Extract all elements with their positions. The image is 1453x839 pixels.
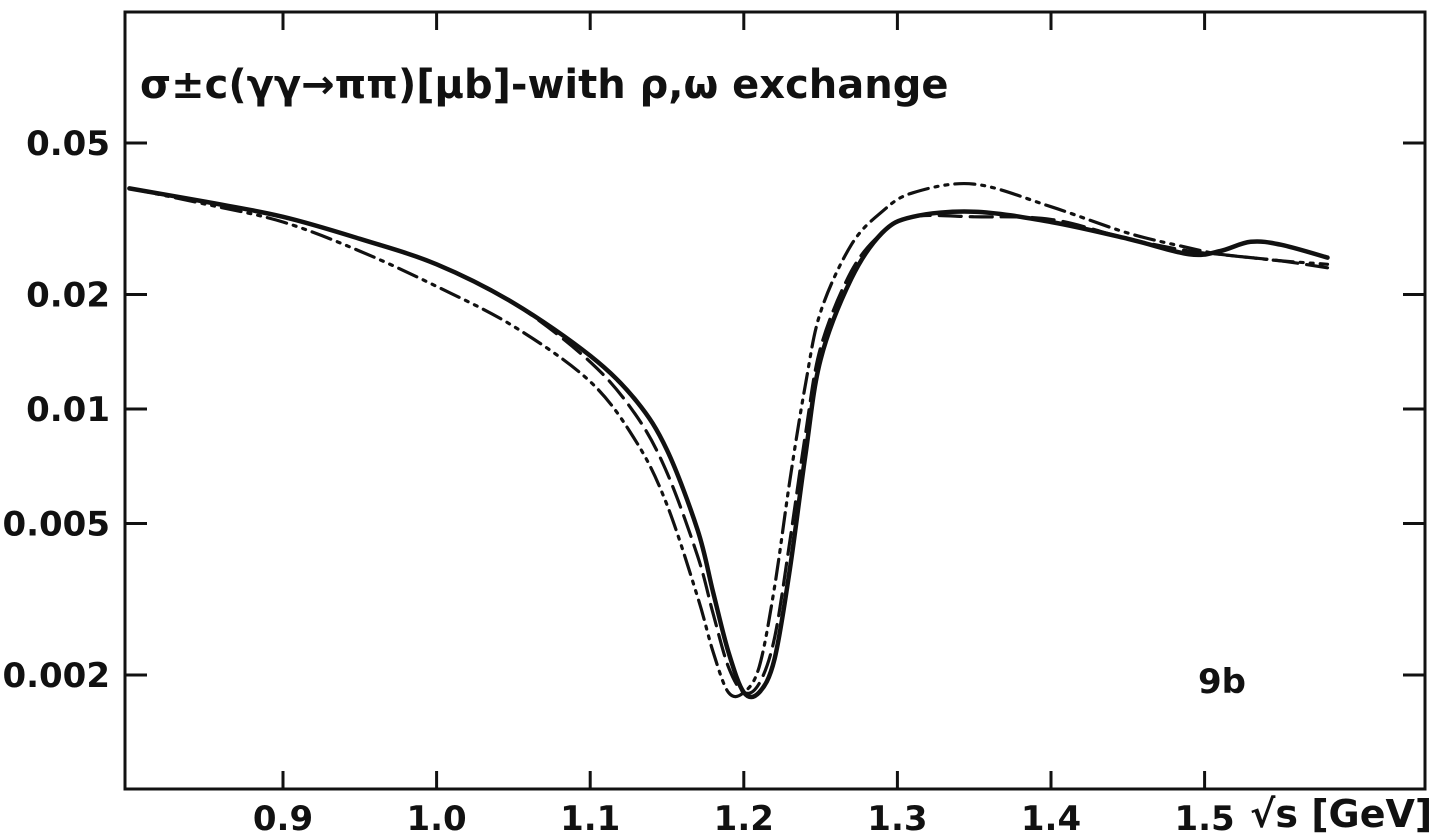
chart-title: σ±c(γγ→ππ)[μb]-with ρ,ω exchange bbox=[140, 62, 949, 108]
series-line-solid bbox=[127, 186, 1330, 700]
series-line-dashed bbox=[127, 186, 1330, 696]
y-tick-label: 0.002 bbox=[2, 656, 110, 696]
x-tick-label: 1.4 bbox=[1021, 799, 1081, 839]
x-tick-label: 1.2 bbox=[714, 799, 774, 839]
y-tick-label: 0.02 bbox=[26, 275, 110, 315]
x-tick-label: 1.1 bbox=[560, 799, 620, 839]
data-curves bbox=[127, 181, 1330, 700]
y-tick-label: 0.05 bbox=[26, 124, 110, 164]
x-tick-label: 1.0 bbox=[406, 799, 466, 839]
axis-ticks bbox=[125, 12, 1425, 789]
x-tick-label: 1.5 bbox=[1174, 799, 1234, 839]
y-tick-label: 0.005 bbox=[2, 505, 110, 545]
plot-frame bbox=[123, 10, 1427, 791]
y-tick-label: 0.01 bbox=[26, 390, 110, 430]
x-tick-label: 1.3 bbox=[867, 799, 927, 839]
panel-label: 9b bbox=[1198, 662, 1246, 702]
series-line-dash-dot-dot bbox=[127, 181, 1330, 699]
axis-tick-labels: 0.9 1.0 1.1 1.2 1.3 1.4 1.5 0.002 0.005 0.01 0.02 0… bbox=[2, 124, 1234, 839]
x-axis-label: √s [GeV] bbox=[1250, 792, 1432, 836]
x-tick-label: 0.9 bbox=[253, 799, 313, 839]
